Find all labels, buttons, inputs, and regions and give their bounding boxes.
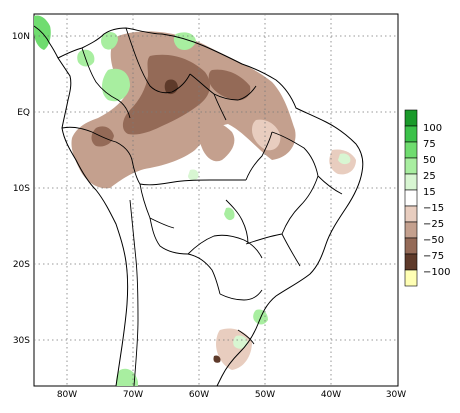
legend-swatch (404, 221, 418, 239)
extreme-dry-core (213, 355, 221, 363)
slight-wet-area (233, 335, 248, 349)
wet-anomaly-area (101, 32, 118, 50)
legend-swatch (404, 205, 418, 223)
legend-label: 25 (423, 171, 436, 182)
lat-tick-label: 30S (13, 336, 30, 346)
graticule (34, 14, 398, 386)
legend-label: −75 (423, 251, 444, 262)
wet-anomaly-area (224, 207, 235, 221)
legend-swatch (404, 157, 418, 175)
lon-tick-label: 40W (321, 390, 341, 400)
legend-swatch (404, 141, 418, 159)
wet-anomaly-area (173, 32, 196, 50)
lat-tick-label: 20S (13, 260, 30, 270)
lon-tick-label: 70W (123, 390, 143, 400)
legend-swatch (404, 109, 418, 127)
legend-swatches (404, 109, 418, 287)
latitude-tick-labels: 10N EQ 10S 20S 30S (12, 32, 30, 346)
legend-label: −100 (423, 267, 450, 278)
lon-tick-label: 80W (57, 390, 77, 400)
coastline (33, 25, 364, 387)
dry-anomaly-area (197, 120, 235, 162)
lat-tick-label: 10N (12, 32, 30, 42)
country-borders (61, 27, 343, 387)
lat-tick-label: 10S (13, 184, 30, 194)
legend-label: 15 (423, 187, 436, 198)
lon-tick-label: 30W (386, 390, 406, 400)
legend-swatch (404, 237, 418, 255)
legend-swatch (404, 269, 418, 287)
legend-label: −50 (423, 235, 444, 246)
strong-dry-core (122, 54, 211, 135)
wet-anomaly-area (102, 68, 130, 102)
lon-tick-label: 60W (189, 390, 209, 400)
legend-label: −15 (423, 203, 444, 214)
legend-label: −25 (423, 219, 444, 230)
mild-dry-area (252, 119, 281, 151)
wet-anomaly-area (116, 368, 138, 386)
slight-wet-area (188, 169, 199, 181)
legend-swatch (404, 173, 418, 191)
longitude-tick-labels: 80W 70W 60W 50W 40W 30W (57, 390, 406, 400)
anomaly-shading (34, 15, 356, 386)
lon-tick-label: 50W (255, 390, 275, 400)
strong-dry-core (208, 69, 251, 101)
legend-label: 100 (423, 123, 442, 134)
legend-swatch (404, 253, 418, 271)
strong-dry-core (91, 126, 114, 147)
lat-tick-label: EQ (17, 108, 30, 118)
legend-swatch (404, 125, 418, 143)
color-legend: 100 75 50 25 15 −15 −25 −50 −75 −100 (404, 109, 450, 287)
legend-label: 50 (423, 155, 436, 166)
legend-swatch (404, 189, 418, 207)
slight-wet-area (338, 153, 351, 165)
legend-label: 75 (423, 139, 436, 150)
